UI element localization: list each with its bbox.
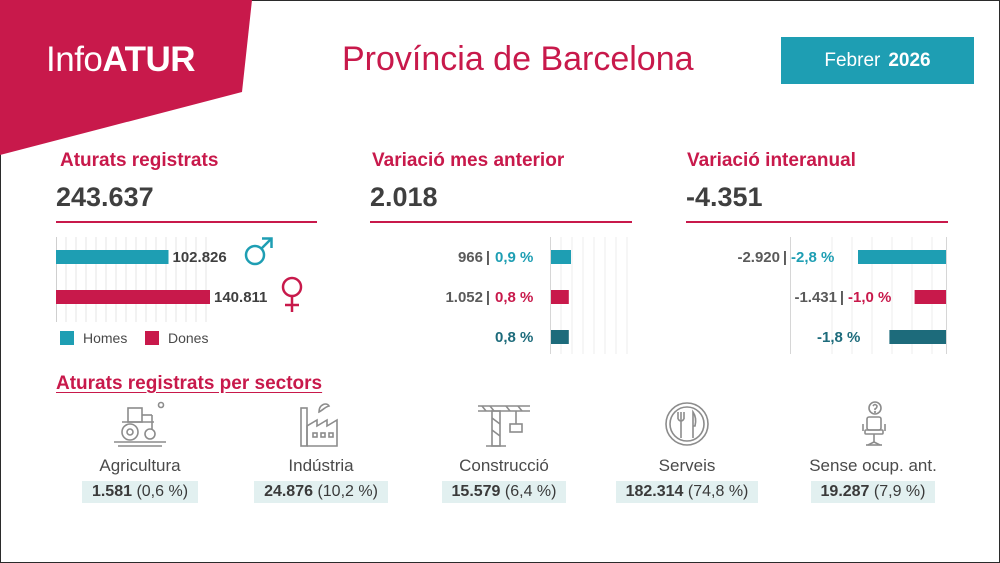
sector-construction: Construcció 15.579 (6,4 %): [424, 400, 584, 503]
factory-icon: [300, 403, 338, 447]
stat-monthly-label: Variació mes anterior: [372, 150, 565, 171]
pct-monthly-men: 0,9 %: [495, 249, 533, 266]
sector-name: Sense ocup. ant.: [809, 456, 937, 475]
period-year: 2026: [888, 49, 931, 71]
bar-monthly-men: [551, 250, 571, 264]
period-month: Febrer: [824, 49, 881, 71]
sector-agriculture: Agricultura 1.581 (0,6 %): [60, 400, 220, 503]
bar-label-men: 102.826: [173, 249, 227, 266]
male-symbol-icon: [244, 237, 273, 266]
sector-value-pill: 1.581 (0,6 %): [81, 481, 199, 503]
stat-monthly-value: 2.018: [370, 182, 438, 212]
sector-name: Agricultura: [99, 456, 181, 475]
period-badge: Febrer 2026: [781, 37, 974, 84]
legend-swatch-men: [60, 331, 74, 345]
brand-band: [0, 0, 252, 155]
sector-value-pill: 15.579 (6,4 %): [441, 481, 567, 503]
legend-swatch-women: [145, 331, 159, 345]
pct-annual-men: -2,8 %: [791, 249, 834, 266]
chart-monthly-variation: 966 | 0,9 % 1.052 | 0,8 % 0,8 %: [445, 237, 628, 354]
sector-name: Indústria: [288, 456, 354, 475]
sector-name: Construcció: [459, 456, 549, 475]
pct-annual-women: -1,0 %: [848, 289, 891, 306]
label-annual-men: -2.920: [737, 249, 780, 266]
bar-annual-men: [858, 250, 946, 264]
bar-monthly-women: [551, 290, 569, 304]
sector-value-pill: 24.876 (10,2 %): [254, 481, 388, 503]
legend-women: Dones: [145, 330, 208, 346]
stat-registered-label: Aturats registrats: [60, 150, 219, 171]
sector-name: Serveis: [658, 456, 716, 475]
bar-men: [56, 250, 169, 264]
pct-monthly-total: 0,8 %: [495, 329, 533, 346]
tractor-icon: [114, 401, 166, 447]
page-title: Província de Barcelona: [342, 40, 694, 78]
pct-monthly-women: 0,8 %: [495, 289, 533, 306]
label-monthly-women: 1.052: [445, 289, 483, 306]
sector-no-previous-job: Sense ocup. ant. 19.287 (7,9 %): [793, 400, 953, 503]
bar-annual-women: [914, 290, 946, 304]
separator: |: [783, 249, 787, 266]
label-annual-women: -1.431: [794, 289, 837, 306]
legend-label-women: Dones: [168, 330, 209, 346]
stat-annual-label: Variació interanual: [687, 150, 856, 171]
sector-value-pill: 182.314 (74,8 %): [615, 481, 759, 503]
bar-monthly-total: [551, 330, 569, 344]
crane-icon: [478, 405, 530, 447]
legend-men: Homes: [60, 330, 127, 346]
bar-annual-total: [889, 330, 946, 344]
bar-women: [56, 290, 210, 304]
pct-annual-total: -1,8 %: [817, 329, 860, 346]
separator: |: [840, 289, 844, 306]
sector-value-pill: 19.287 (7,9 %): [810, 481, 936, 503]
infoatur-logo: InfoATUR: [46, 40, 195, 79]
sectors-title: Aturats registrats per sectors: [56, 373, 323, 394]
chart-registered-by-sex: 102.826 140.811: [56, 237, 267, 322]
office-chair-question-icon: [862, 401, 886, 446]
stat-registered-rule: [56, 221, 317, 223]
stat-monthly-rule: [370, 221, 632, 223]
stat-registered-value: 243.637: [56, 182, 154, 212]
separator: |: [486, 289, 490, 306]
female-symbol-icon: [281, 276, 303, 312]
sector-services: Serveis 182.314 (74,8 %): [607, 400, 767, 503]
chart-annual-variation: -2.920 | -2,8 % -1.431 | -1,0 % -1,8 %: [737, 237, 947, 354]
label-monthly-men: 966: [458, 249, 483, 266]
legend-label-men: Homes: [83, 330, 128, 346]
stat-annual-value: -4.351: [686, 182, 763, 212]
fork-knife-icon: [665, 402, 709, 446]
stat-annual-rule: [686, 221, 948, 223]
separator: |: [486, 249, 490, 266]
sector-industry: Indústria 24.876 (10,2 %): [241, 400, 401, 503]
bar-label-women: 140.811: [214, 289, 267, 306]
